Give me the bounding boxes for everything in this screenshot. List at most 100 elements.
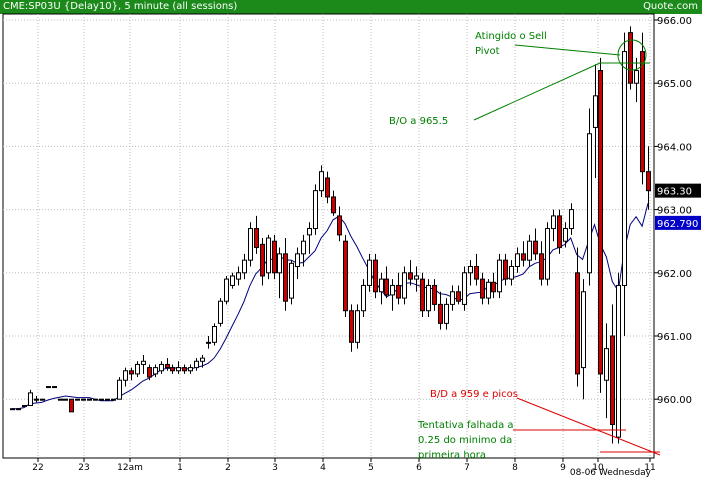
candle-body-up — [289, 262, 294, 299]
candle — [426, 279, 431, 318]
candle-body-up — [266, 237, 271, 274]
candle-body-up — [581, 291, 586, 369]
candle — [295, 247, 300, 280]
candle — [646, 146, 651, 210]
candle — [117, 377, 122, 400]
candle-body-up — [616, 284, 621, 438]
candle — [474, 253, 479, 286]
candle-body-down — [533, 240, 538, 255]
candle — [153, 364, 158, 378]
candle-body-up — [307, 228, 312, 236]
candle-body-up — [563, 228, 568, 242]
candle — [587, 108, 592, 286]
candle — [283, 238, 288, 311]
candle-body-up — [153, 367, 158, 375]
candle — [569, 203, 574, 235]
x-tick-label: 3 — [272, 463, 278, 473]
candle — [450, 285, 455, 311]
candle — [628, 26, 633, 90]
annotation-failed-attempt-line: primeira hora — [418, 450, 486, 461]
candle-body-down — [480, 278, 485, 299]
candle-body-up — [319, 171, 324, 192]
candle-body-down — [165, 363, 170, 369]
candle — [99, 398, 104, 401]
candle — [52, 386, 57, 389]
candle-body-down — [325, 177, 330, 198]
x-tick-label: 9 — [560, 463, 566, 473]
y-tick-label: 962.00 — [657, 269, 692, 280]
candle-body-down — [420, 278, 425, 312]
candle — [254, 215, 259, 254]
candle — [634, 57, 639, 103]
candle-body-up — [99, 398, 104, 401]
candle — [604, 323, 609, 419]
candle-body-up — [379, 278, 384, 293]
x-tick-label: 2 — [225, 463, 231, 473]
candle — [402, 266, 407, 305]
candle-body-down — [640, 51, 645, 173]
candle — [58, 398, 63, 401]
x-tick-label: 8 — [512, 463, 518, 473]
candle-body-down — [646, 171, 651, 192]
candle-body-up — [414, 275, 419, 280]
candle-body-down — [491, 281, 496, 293]
candle — [414, 266, 419, 292]
candle — [581, 279, 586, 400]
x-tick-label: 23 — [78, 463, 89, 473]
candle-body-down — [408, 272, 413, 280]
candle-body-up — [444, 303, 449, 324]
candle-body-up — [295, 253, 300, 267]
candle — [10, 408, 15, 411]
date-label: 08-06 Wednesday — [570, 468, 652, 478]
candle-body-up — [63, 398, 68, 401]
chart-title: CME:SP03U {Delay10}, 5 minute (all sessi… — [3, 1, 238, 12]
candle-body-up — [355, 310, 360, 343]
candle-body-up — [194, 360, 199, 369]
candle-body-up — [450, 291, 455, 305]
candle-body-down — [331, 196, 336, 214]
y-tick-label: 961.00 — [657, 332, 692, 343]
candle-body-down — [260, 243, 265, 277]
candle-body-up — [486, 281, 491, 299]
candle-body-up — [87, 398, 92, 401]
candle-body-up — [622, 51, 627, 286]
candle — [230, 272, 235, 289]
candle-body-up — [509, 265, 514, 280]
candle-body-down — [170, 367, 175, 372]
candle-body-down — [474, 265, 479, 280]
x-tick-label: 7 — [464, 463, 470, 473]
candle — [16, 408, 21, 411]
candle — [224, 275, 229, 305]
candle — [63, 398, 68, 401]
y-tick-label: 966.00 — [657, 16, 692, 27]
candle — [159, 361, 164, 374]
candle — [170, 364, 175, 374]
candle — [182, 364, 187, 374]
candle — [515, 247, 520, 273]
candle — [236, 266, 241, 286]
candle — [468, 260, 473, 286]
candle-body-up — [141, 360, 146, 365]
candle — [248, 222, 253, 267]
candle-body-down — [557, 215, 562, 249]
annotation-lines — [473, 39, 661, 456]
candle — [355, 304, 360, 349]
candle-body-up — [93, 398, 98, 401]
candle — [325, 171, 330, 204]
candle — [575, 247, 580, 387]
candle — [194, 358, 199, 371]
candle — [28, 389, 33, 407]
candle-body-up — [206, 341, 211, 344]
candle-body-down — [254, 228, 259, 249]
candle-body-up — [28, 392, 33, 407]
candle — [486, 279, 491, 305]
annotation-breakout-line: B/O a 965.5 — [389, 116, 448, 127]
candle — [396, 272, 401, 305]
candle-body-down — [147, 367, 152, 378]
plot-frame — [2, 13, 655, 459]
chart-grid — [2, 13, 655, 459]
last-price-label-text: 963.30 — [657, 187, 692, 198]
candle-body-down — [349, 310, 354, 343]
candle — [277, 247, 282, 299]
candle — [188, 364, 193, 374]
